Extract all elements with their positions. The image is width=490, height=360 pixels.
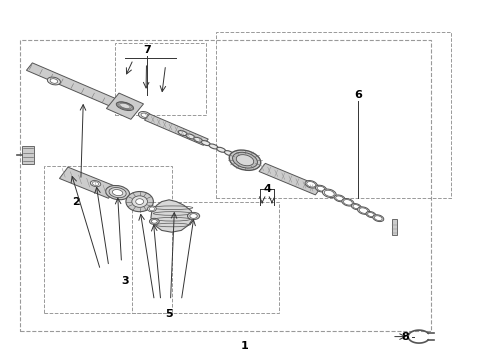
- Ellipse shape: [209, 144, 218, 149]
- Text: 5: 5: [165, 309, 173, 319]
- Ellipse shape: [139, 112, 150, 119]
- Ellipse shape: [368, 212, 374, 217]
- Text: 1: 1: [241, 341, 249, 351]
- Ellipse shape: [366, 211, 376, 218]
- Text: 7: 7: [143, 45, 151, 55]
- Ellipse shape: [201, 141, 210, 145]
- Ellipse shape: [149, 207, 154, 211]
- Text: 4: 4: [263, 184, 271, 194]
- Ellipse shape: [194, 137, 202, 142]
- Circle shape: [126, 192, 153, 212]
- Ellipse shape: [353, 204, 360, 209]
- Ellipse shape: [343, 199, 352, 205]
- Ellipse shape: [229, 150, 261, 170]
- Ellipse shape: [93, 182, 98, 185]
- Ellipse shape: [373, 215, 384, 221]
- Ellipse shape: [109, 188, 126, 198]
- Ellipse shape: [359, 208, 368, 213]
- Circle shape: [132, 196, 147, 207]
- Ellipse shape: [90, 181, 101, 186]
- Ellipse shape: [374, 216, 382, 221]
- Ellipse shape: [358, 207, 369, 214]
- Ellipse shape: [141, 113, 148, 117]
- Ellipse shape: [151, 220, 157, 223]
- Ellipse shape: [178, 131, 187, 136]
- Polygon shape: [26, 63, 121, 108]
- Ellipse shape: [305, 181, 317, 188]
- Polygon shape: [259, 163, 321, 195]
- Ellipse shape: [217, 147, 226, 152]
- Ellipse shape: [190, 214, 197, 218]
- Ellipse shape: [186, 134, 195, 139]
- Circle shape: [136, 199, 144, 204]
- Polygon shape: [145, 114, 208, 145]
- Ellipse shape: [50, 79, 58, 83]
- Text: 6: 6: [354, 90, 362, 100]
- Ellipse shape: [316, 185, 326, 192]
- Polygon shape: [59, 167, 117, 198]
- Ellipse shape: [307, 181, 316, 187]
- Polygon shape: [392, 219, 397, 235]
- Ellipse shape: [336, 196, 343, 201]
- Ellipse shape: [324, 190, 334, 197]
- Ellipse shape: [224, 150, 233, 156]
- Ellipse shape: [112, 190, 123, 195]
- Polygon shape: [22, 146, 34, 164]
- Ellipse shape: [322, 189, 336, 198]
- Polygon shape: [106, 93, 144, 119]
- Ellipse shape: [342, 199, 354, 206]
- Ellipse shape: [106, 185, 129, 200]
- Ellipse shape: [48, 77, 60, 85]
- Text: 3: 3: [121, 276, 129, 286]
- Ellipse shape: [188, 212, 200, 220]
- Ellipse shape: [116, 102, 134, 111]
- Ellipse shape: [147, 206, 156, 212]
- Ellipse shape: [149, 218, 159, 225]
- Ellipse shape: [317, 186, 325, 191]
- Ellipse shape: [233, 152, 257, 168]
- Polygon shape: [151, 200, 194, 232]
- Ellipse shape: [334, 195, 345, 202]
- Ellipse shape: [236, 155, 254, 166]
- Ellipse shape: [351, 203, 361, 210]
- Text: 8: 8: [402, 332, 410, 342]
- Text: 2: 2: [72, 197, 80, 207]
